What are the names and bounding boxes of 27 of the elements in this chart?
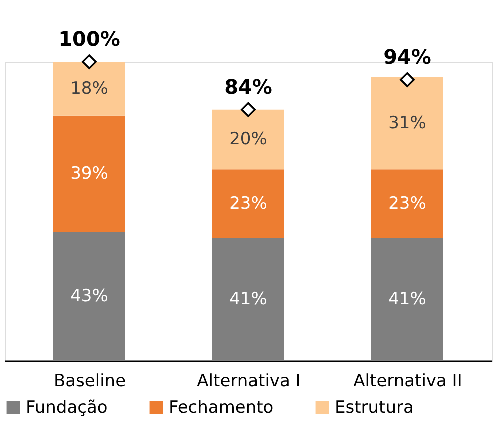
data-label: 23% xyxy=(388,194,426,214)
x-tick-label: Baseline xyxy=(54,372,126,392)
bar xyxy=(372,76,444,170)
legend-label: Fechamento xyxy=(169,398,274,418)
bar xyxy=(212,238,284,361)
data-label: 39% xyxy=(70,164,108,184)
data-label: 23% xyxy=(230,194,268,214)
bar xyxy=(54,116,126,232)
total-label: 94% xyxy=(384,44,432,69)
legend-label: Fundação xyxy=(26,398,108,418)
x-tick-label: Alternativa II xyxy=(354,372,462,392)
data-label: 43% xyxy=(70,286,108,307)
bar xyxy=(212,170,284,238)
data-label: 41% xyxy=(230,290,268,310)
data-label: 20% xyxy=(230,130,268,150)
data-label: 41% xyxy=(388,290,426,310)
bar xyxy=(372,170,444,238)
bar xyxy=(54,62,126,116)
bar xyxy=(212,110,284,170)
data-label: 31% xyxy=(388,113,426,134)
bar xyxy=(54,232,126,361)
total-label: 84% xyxy=(224,74,272,99)
legend-label: Estrutura xyxy=(335,398,414,418)
data-label: 18% xyxy=(70,78,108,99)
total-label: 100% xyxy=(58,27,120,51)
x-tick-label: Alternativa I xyxy=(197,372,301,392)
bar xyxy=(372,238,444,361)
